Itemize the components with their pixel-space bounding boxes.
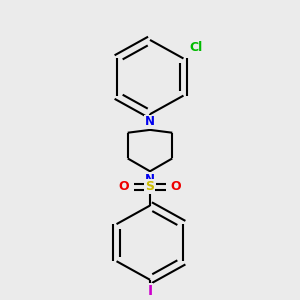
Text: Cl: Cl bbox=[189, 41, 203, 54]
Text: O: O bbox=[118, 181, 129, 194]
Text: I: I bbox=[147, 284, 153, 298]
Text: O: O bbox=[171, 181, 182, 194]
Text: S: S bbox=[146, 181, 154, 194]
Text: N: N bbox=[145, 173, 155, 186]
Text: N: N bbox=[145, 116, 155, 128]
